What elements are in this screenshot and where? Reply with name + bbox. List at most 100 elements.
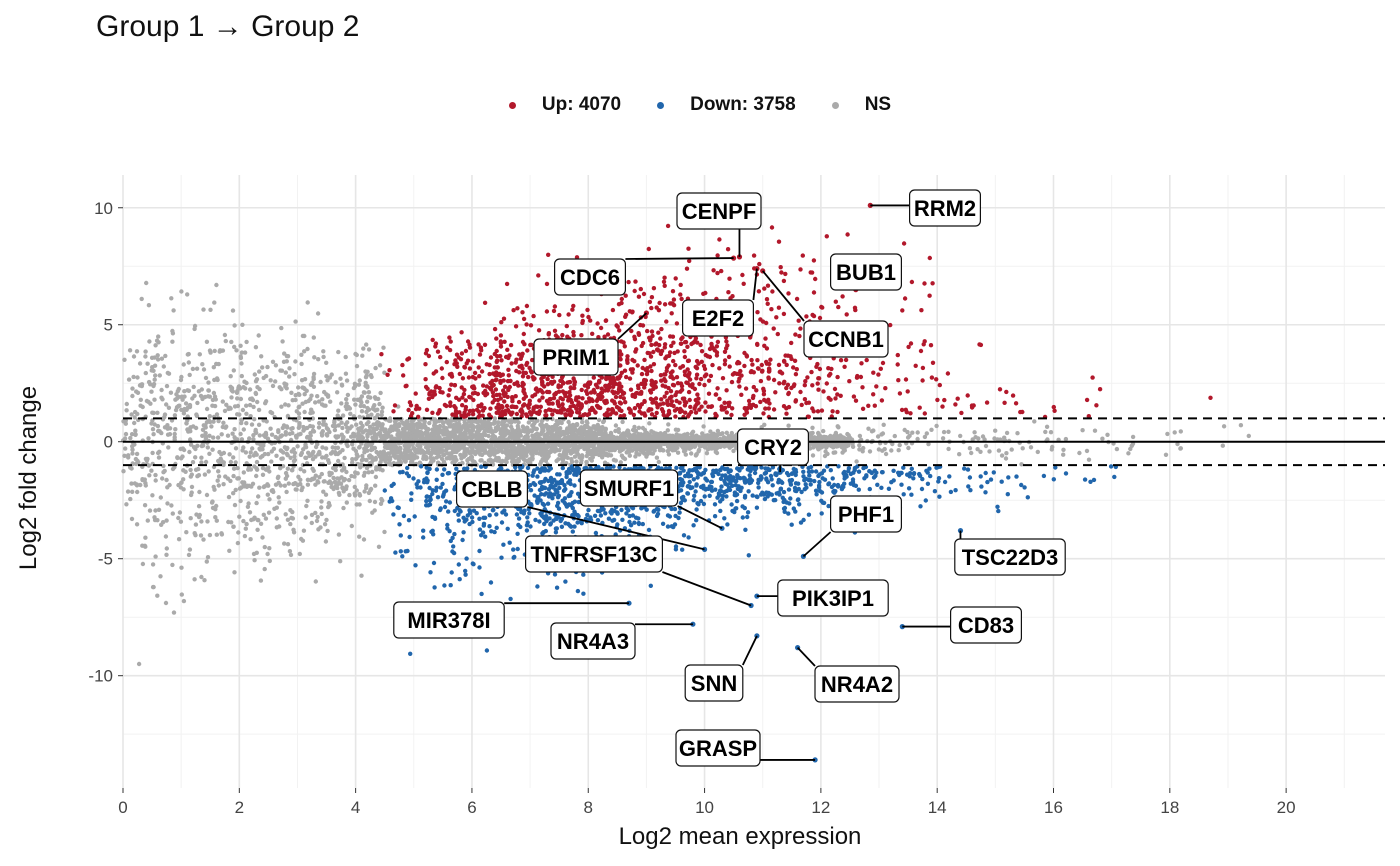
data-point bbox=[375, 407, 380, 412]
data-point bbox=[163, 600, 169, 606]
data-point bbox=[896, 448, 901, 453]
data-point bbox=[1128, 446, 1133, 452]
legend-item-up: Up: 4070 bbox=[508, 94, 621, 116]
data-point bbox=[194, 512, 199, 517]
data-point bbox=[282, 541, 287, 546]
data-point bbox=[247, 510, 253, 515]
data-point bbox=[342, 477, 348, 482]
data-point bbox=[465, 458, 470, 463]
data-point bbox=[724, 430, 729, 435]
data-point bbox=[373, 483, 378, 488]
data-point bbox=[370, 458, 376, 463]
data-point bbox=[934, 377, 939, 382]
data-point bbox=[561, 442, 566, 447]
data-point bbox=[567, 425, 573, 430]
data-point bbox=[1015, 431, 1020, 436]
data-point bbox=[299, 450, 304, 456]
data-point bbox=[436, 443, 441, 448]
data-point bbox=[475, 420, 480, 425]
data-point bbox=[1246, 433, 1252, 439]
data-point bbox=[155, 518, 160, 523]
data-point bbox=[647, 442, 652, 447]
data-point bbox=[1049, 447, 1055, 452]
data-point bbox=[320, 455, 325, 460]
data-point bbox=[694, 433, 699, 439]
data-point bbox=[163, 353, 168, 359]
data-point bbox=[339, 432, 344, 437]
data-point bbox=[666, 422, 671, 427]
data-point bbox=[355, 397, 360, 402]
data-point bbox=[172, 413, 178, 418]
data-point bbox=[714, 444, 719, 449]
data-point bbox=[844, 443, 849, 449]
data-point bbox=[151, 383, 156, 389]
data-point bbox=[238, 498, 243, 504]
data-point bbox=[216, 483, 221, 488]
data-point bbox=[372, 499, 378, 505]
data-point bbox=[189, 490, 194, 495]
data-point bbox=[248, 467, 254, 472]
data-point bbox=[203, 435, 209, 441]
data-point bbox=[451, 428, 456, 433]
data-point bbox=[536, 444, 542, 449]
data-point bbox=[359, 573, 364, 578]
data-point bbox=[731, 448, 736, 454]
data-point bbox=[325, 427, 331, 432]
data-point bbox=[881, 422, 886, 427]
legend-key-down bbox=[657, 101, 665, 109]
data-point bbox=[302, 377, 308, 382]
data-point bbox=[681, 449, 687, 454]
data-point bbox=[204, 339, 210, 344]
data-point bbox=[252, 558, 257, 563]
data-point bbox=[296, 425, 301, 430]
data-point bbox=[311, 335, 316, 340]
data-point bbox=[199, 455, 204, 460]
data-point bbox=[641, 434, 647, 440]
data-point bbox=[315, 311, 321, 316]
data-point bbox=[647, 448, 652, 454]
data-point bbox=[478, 458, 483, 463]
data-point bbox=[1080, 428, 1085, 433]
data-point bbox=[169, 503, 174, 508]
data-point bbox=[1100, 436, 1105, 441]
data-point bbox=[135, 489, 140, 495]
data-point bbox=[216, 361, 221, 367]
data-point bbox=[397, 450, 402, 455]
data-point bbox=[705, 447, 710, 452]
data-point bbox=[265, 492, 270, 497]
data-point bbox=[328, 451, 334, 456]
data-point bbox=[187, 547, 193, 552]
data-point bbox=[978, 449, 983, 454]
data-point bbox=[565, 430, 570, 436]
data-point bbox=[368, 373, 374, 378]
data-point bbox=[316, 357, 321, 362]
data-point bbox=[558, 432, 564, 438]
data-point bbox=[1009, 447, 1014, 452]
data-point bbox=[423, 377, 428, 382]
data-point bbox=[429, 431, 434, 436]
data-point bbox=[283, 470, 289, 476]
data-point bbox=[176, 515, 181, 521]
data-point bbox=[319, 511, 324, 517]
data-point bbox=[219, 348, 224, 353]
data-point bbox=[427, 420, 432, 426]
data-point bbox=[344, 469, 349, 475]
data-point bbox=[171, 610, 177, 615]
data-point bbox=[363, 428, 368, 433]
data-point bbox=[195, 474, 200, 479]
data-point bbox=[363, 369, 368, 374]
data-point bbox=[239, 417, 244, 422]
data-point bbox=[474, 429, 480, 435]
data-point bbox=[539, 452, 544, 458]
data-point bbox=[720, 431, 725, 436]
data-point bbox=[1044, 424, 1050, 429]
data-point bbox=[323, 446, 329, 451]
data-point bbox=[1020, 446, 1025, 451]
data-point bbox=[658, 443, 663, 448]
data-point bbox=[516, 457, 521, 462]
data-point bbox=[292, 450, 298, 456]
data-point bbox=[349, 424, 354, 429]
data-point bbox=[434, 455, 439, 460]
data-point bbox=[244, 339, 249, 345]
data-point bbox=[582, 444, 587, 450]
